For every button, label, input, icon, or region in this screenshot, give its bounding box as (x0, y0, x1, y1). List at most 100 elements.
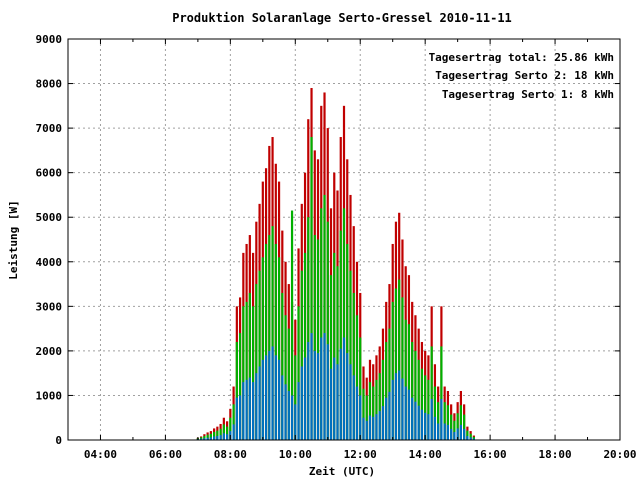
bar-serto-2 (300, 270, 303, 440)
bar-serto-1 (258, 366, 261, 440)
bar-serto-1 (424, 412, 427, 440)
legend-entry-serto-2: Tagesertrag Serto 2: 18 kWh (435, 69, 614, 82)
bar-serto-2 (329, 275, 333, 440)
bar-serto-2 (443, 402, 446, 440)
bar-serto-2 (411, 341, 414, 440)
bar-serto-2 (294, 355, 297, 440)
bar-serto-2 (219, 428, 222, 440)
bar-serto-2 (274, 243, 277, 440)
bar-serto-1 (362, 417, 365, 440)
bar-serto-1 (472, 438, 475, 440)
x-axis: 04:00 06:00 08:00 10:00 12:00 14:00 16:00 18:00… (67, 39, 637, 461)
bar-serto-2 (368, 382, 372, 440)
bar-serto-2 (463, 414, 466, 440)
bar-serto-1 (333, 357, 336, 440)
bar-serto-2 (336, 266, 339, 440)
bar-serto-1 (411, 397, 414, 440)
bar-serto-1 (414, 401, 417, 440)
bar-serto-2 (264, 243, 268, 440)
bar-serto-1 (446, 424, 450, 440)
bar-serto-1 (433, 416, 437, 440)
bar-serto-1 (294, 404, 297, 440)
x-tick-label: 06:00 (149, 448, 182, 461)
bar-serto-2 (433, 386, 437, 440)
bar-serto-1 (307, 341, 310, 440)
bar-serto-2 (271, 226, 274, 440)
bar-serto-1 (326, 344, 329, 440)
bar-serto-2 (349, 270, 352, 440)
bar-serto-1 (303, 357, 307, 440)
bar-serto-2 (453, 420, 456, 440)
bar-serto-2 (203, 435, 206, 440)
bar-serto-1 (398, 370, 401, 440)
y-tick-label: 2000 (36, 345, 63, 358)
bar-serto-1 (456, 428, 459, 440)
bar-serto-1 (226, 434, 229, 440)
bar-serto-2 (401, 297, 404, 440)
bar-serto-1 (287, 390, 290, 440)
bar-serto-1 (242, 382, 245, 440)
bar-serto-1 (368, 415, 372, 440)
bar-serto-2 (440, 346, 443, 440)
bar-serto-1 (323, 333, 326, 440)
bar-serto-2 (245, 301, 248, 440)
bar-serto-1 (284, 384, 287, 440)
bar-serto-2 (235, 341, 238, 440)
bar-serto-1 (469, 437, 472, 440)
bar-serto-2 (427, 379, 430, 440)
bar-serto-1 (219, 435, 222, 440)
bar-serto-2 (310, 137, 313, 440)
bar-serto-1 (404, 386, 407, 440)
y-tick-label: 8000 (36, 78, 63, 91)
bar-serto-2 (258, 270, 261, 440)
bar-serto-2 (472, 436, 475, 440)
bar-serto-2 (281, 292, 284, 440)
bar-serto-1 (277, 359, 281, 440)
bar-serto-1 (443, 423, 446, 440)
bar-serto-1 (336, 364, 339, 440)
bar-serto-2 (326, 221, 329, 440)
bar-serto-1 (463, 428, 466, 440)
bar-serto-2 (316, 239, 320, 440)
bar-serto-2 (385, 341, 388, 440)
bar-serto-1 (235, 397, 238, 440)
bar-serto-1 (290, 395, 294, 440)
bar-serto-2 (229, 417, 232, 440)
bar-serto-1 (264, 355, 268, 440)
bar-serto-2 (407, 324, 411, 440)
y-tick-label: 6000 (36, 167, 63, 180)
y-tick-label: 5000 (36, 211, 63, 224)
x-tick-label: 18:00 (538, 448, 571, 461)
bar-serto-2 (375, 379, 378, 440)
x-tick-label: 10:00 (279, 448, 312, 461)
bar-serto-2 (320, 208, 323, 440)
bar-serto-1 (274, 355, 277, 440)
bar-serto-1 (248, 377, 251, 440)
x-axis-label: Zeit (UTC) (309, 465, 375, 478)
bar-serto-1 (453, 431, 456, 440)
bar-serto-1 (245, 379, 248, 440)
bar-serto-1 (200, 438, 203, 440)
bar-serto-1 (313, 350, 316, 440)
bar-serto-1 (375, 414, 378, 440)
y-tick-label: 9000 (36, 33, 63, 46)
bar-serto-2 (456, 413, 459, 440)
bar-serto-1 (346, 353, 349, 440)
bar-serto-1 (401, 378, 404, 440)
bar-serto-2 (424, 375, 427, 440)
x-tick-label: 20:00 (603, 448, 636, 461)
bar-serto-2 (209, 433, 212, 440)
bar-serto-1 (372, 416, 375, 440)
bar-serto-2 (261, 257, 264, 440)
bar-serto-2 (352, 292, 355, 440)
x-tick-label: 16:00 (474, 448, 507, 461)
bar-serto-2 (323, 194, 326, 440)
bar-serto-2 (359, 337, 362, 440)
bar-serto-1 (378, 411, 381, 440)
bar-serto-2 (388, 328, 391, 440)
bar-serto-2 (346, 243, 349, 440)
bar-serto-1 (320, 337, 323, 440)
bar-serto-1 (268, 350, 271, 440)
bar-serto-2 (342, 208, 346, 440)
